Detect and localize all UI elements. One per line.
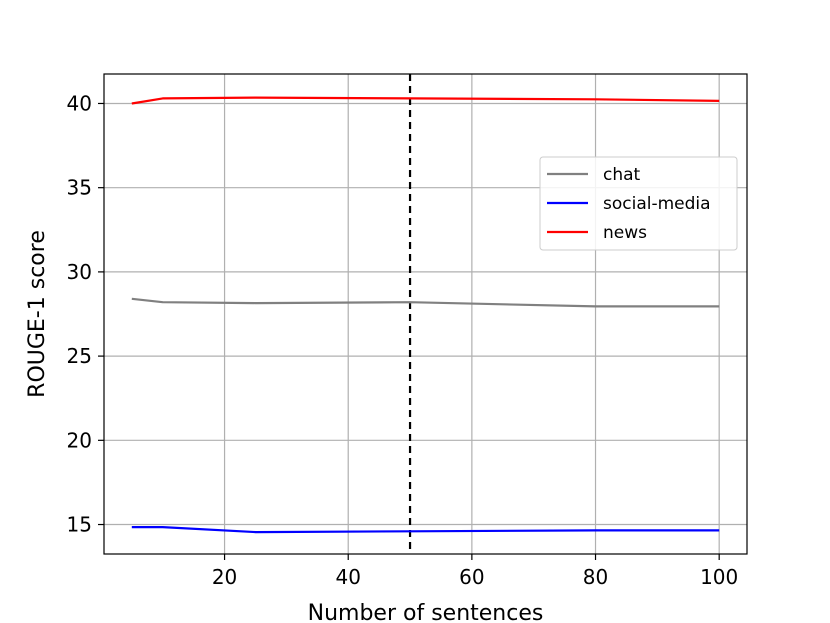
legend-label-social-media: social-media	[603, 194, 711, 214]
y-tick-label: 35	[67, 176, 92, 200]
x-tick-label: 100	[700, 565, 738, 589]
x-tick-label: 60	[459, 565, 484, 589]
x-tick-label: 80	[583, 565, 608, 589]
x-ticks: 20 40 60 80 100	[212, 554, 738, 589]
y-tick-label: 15	[67, 513, 92, 537]
series-line-social-media	[131, 525, 720, 534]
x-tick-label: 20	[212, 565, 237, 589]
y-tick-label: 20	[67, 428, 92, 452]
x-tick-label: 40	[335, 565, 360, 589]
y-tick-label: 40	[67, 91, 92, 115]
legend-label-chat: chat	[603, 165, 641, 185]
x-axis-label: Number of sentences	[308, 601, 544, 623]
legend-entries: chat social-media news	[547, 165, 711, 243]
y-ticks: 15 20 25 30 35 40	[67, 91, 104, 537]
plot-frame	[103, 73, 748, 555]
legend: chat social-media news	[539, 156, 738, 251]
y-axis-label: ROUGE-1 score	[25, 230, 50, 398]
series-layer	[131, 96, 720, 534]
y-tick-label: 25	[67, 344, 92, 368]
series-line-news	[131, 96, 720, 105]
y-tick-label: 30	[67, 260, 92, 284]
series-line-chat	[131, 297, 720, 308]
legend-box	[539, 156, 738, 251]
legend-label-news: news	[603, 223, 647, 243]
